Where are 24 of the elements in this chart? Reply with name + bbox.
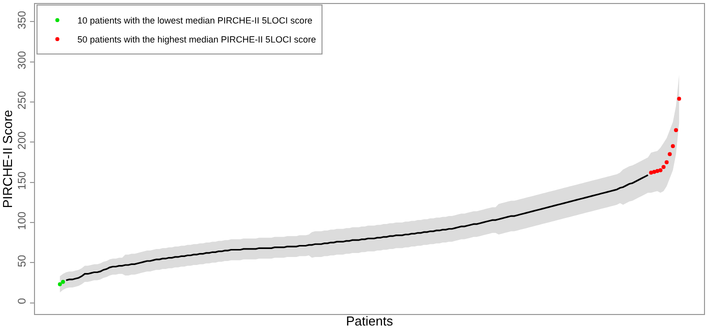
point [58, 282, 62, 286]
y-tick-label: 350 [16, 10, 29, 30]
point [670, 144, 675, 148]
legend-label: 50 patients with the highest median PIRCHE-II 5LOCI score [77, 34, 316, 45]
point [649, 170, 654, 175]
line-series [65, 174, 649, 282]
y-tick-label: 150 [16, 171, 29, 190]
x-axis-title: Patients [346, 314, 394, 329]
point [662, 165, 666, 170]
point [674, 128, 678, 132]
point [677, 96, 682, 101]
y-tick-label: 100 [16, 212, 29, 230]
y-tick-label: 250 [16, 91, 29, 110]
point [61, 280, 65, 284]
y-tick-label: 300 [16, 50, 29, 70]
legend-label: 10 patients with the lowest median PIRCHE-II 5LOCI score [77, 16, 312, 26]
point [652, 170, 656, 174]
y-tick-label: 200 [16, 131, 29, 150]
y-axis-title: PIRCHE-II Score [0, 110, 15, 208]
y-tick-label: 0 [16, 298, 29, 304]
point [668, 152, 672, 156]
y-tick-label: 50 [16, 254, 29, 268]
point [658, 168, 662, 172]
point [664, 160, 669, 164]
